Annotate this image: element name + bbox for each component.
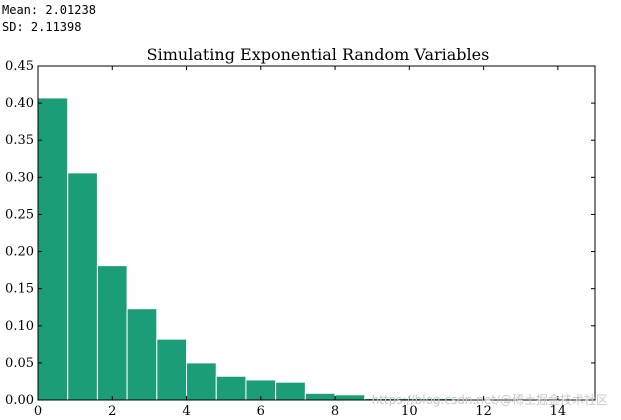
y-tick-label: 0.30 bbox=[5, 170, 34, 185]
y-tick-label: 0.00 bbox=[5, 393, 34, 408]
histogram-bar-10 bbox=[334, 394, 366, 401]
y-tick-label: 0.15 bbox=[5, 282, 34, 297]
histogram-bar-1 bbox=[67, 172, 98, 401]
axes-group: 0 2 4 6 8 10 12 14 0.00 0.05 0.10 0.15 0.20 0.25 0.30 0… bbox=[5, 59, 596, 419]
mean-readout: Mean: 2.01238 bbox=[2, 3, 96, 17]
y-tick-label: 0.35 bbox=[5, 133, 34, 148]
output-text: Mean: 2.01238 SD: 2.11398 bbox=[2, 2, 96, 36]
histogram-bar-9 bbox=[304, 392, 336, 401]
bars-group bbox=[37, 97, 544, 401]
x-tick-label: 4 bbox=[182, 404, 190, 419]
histogram-bar-6 bbox=[215, 375, 247, 401]
y-tick-label: 0.45 bbox=[5, 59, 34, 74]
x-tick-label: 2 bbox=[108, 404, 116, 419]
watermark-text: https://blog.csdn.net/@稀土掘金技术社区 bbox=[372, 392, 608, 407]
plot-frame bbox=[37, 65, 596, 401]
histogram-bar-5 bbox=[186, 362, 217, 401]
y-tick-label: 0.25 bbox=[5, 207, 34, 222]
x-tick-label: 12 bbox=[475, 404, 492, 419]
histogram-bar-8 bbox=[275, 381, 306, 401]
y-tick-label: 0.05 bbox=[5, 356, 34, 371]
histogram-bar-0 bbox=[37, 97, 69, 401]
y-tick-label: 0.40 bbox=[5, 96, 34, 111]
x-tick-label: 6 bbox=[257, 404, 265, 419]
x-tick-label: 8 bbox=[331, 404, 339, 419]
x-tick-label: 10 bbox=[401, 404, 418, 419]
x-tick-label: 14 bbox=[550, 404, 567, 419]
histogram-bar-2 bbox=[96, 265, 128, 401]
x-tick-label: 0 bbox=[34, 404, 42, 419]
y-tick-label: 0.20 bbox=[5, 245, 34, 260]
histogram-bar-4 bbox=[156, 338, 188, 401]
chart-title: Simulating Exponential Random Variables bbox=[147, 45, 490, 64]
histogram-bar-3 bbox=[126, 308, 158, 401]
sd-readout: SD: 2.11398 bbox=[2, 20, 82, 34]
y-tick-label: 0.10 bbox=[5, 319, 34, 334]
